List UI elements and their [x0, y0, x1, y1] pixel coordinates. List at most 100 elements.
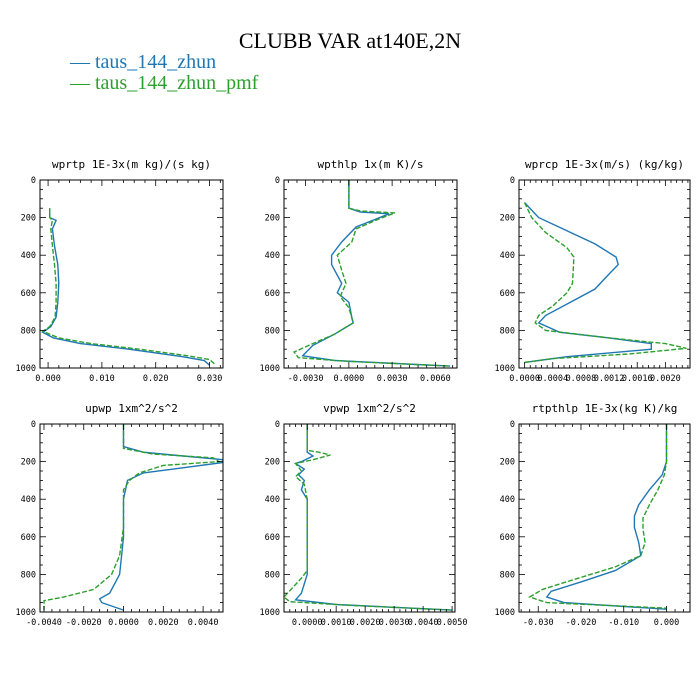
series-line-2: [43, 424, 222, 611]
x-tick-label: -0.030: [523, 618, 554, 628]
x-tick-label: 0.0050: [437, 618, 468, 628]
y-tick-label: 800: [500, 326, 515, 336]
chart-panel-1: wprtp 1E-3x(m kg)/(s kg) 0.000 0.010 0.020 0…: [16, 158, 224, 384]
y-tick-label: 400: [500, 251, 515, 261]
x-tick-label: 0.0030: [377, 374, 408, 384]
y-tick-label: 600: [265, 289, 280, 299]
x-tick-label: 0.000: [35, 374, 61, 384]
y-tick-label: 0: [275, 420, 280, 430]
x-tick-label: 0.0040: [188, 618, 219, 628]
series-line-2: [528, 424, 668, 609]
y-tick-label: 600: [21, 289, 36, 299]
chart-panel-6: rtpthlp 1E-3x(kg K)/kg -0.030 -0.020 -0.010…: [495, 402, 691, 628]
y-tick-label: 200: [265, 214, 280, 224]
y-tick-label: 800: [500, 570, 515, 580]
series-line-2: [523, 202, 687, 364]
chart-panel-5: vpwp 1xm^2/s^20.00000.00100.00200.00300.…: [260, 402, 468, 628]
x-tick-label: 0.0000: [509, 374, 540, 384]
plot-frame: [39, 423, 224, 613]
y-tick-label: 0: [31, 420, 36, 430]
x-tick-label: 0.0020: [148, 618, 179, 628]
panel-title: wpthlp 1x(m K)/s: [318, 158, 424, 171]
series-line-1: [545, 424, 668, 610]
x-tick-label: -0.010: [608, 618, 639, 628]
y-tick-label: 600: [500, 533, 515, 543]
plot-frame: [518, 179, 691, 369]
panel-title: rtpthlp 1E-3x(kg K)/kg: [532, 402, 678, 415]
x-tick-label: 0.0020: [650, 374, 681, 384]
plot-frame: [283, 423, 456, 613]
y-tick-label: 0: [510, 176, 515, 186]
panel-title: upwp 1xm^2/s^2: [85, 402, 178, 415]
panel-title: wprcp 1E-3x(m/s) (kg/kg): [525, 158, 684, 171]
x-tick-label: 0.0040: [408, 618, 439, 628]
y-tick-label: 600: [265, 533, 280, 543]
y-tick-label: 800: [265, 326, 280, 336]
y-tick-label: 200: [21, 214, 36, 224]
y-tick-label: 400: [21, 495, 36, 505]
series-line-1: [524, 202, 652, 364]
y-tick-label: 400: [21, 251, 36, 261]
y-tick-label: 600: [21, 533, 36, 543]
y-tick-label: 0: [31, 176, 36, 186]
x-tick-label: 0.0020: [350, 618, 381, 628]
y-tick-label: 600: [500, 289, 515, 299]
x-tick-label: 0.0030: [379, 618, 410, 628]
y-tick-label: 800: [21, 326, 36, 336]
x-tick-label: -0.0030: [288, 374, 324, 384]
y-tick-label: 200: [265, 458, 280, 468]
y-tick-label: 1000: [16, 608, 36, 618]
y-tick-label: 400: [500, 495, 515, 505]
x-tick-label: 0.0000: [108, 618, 139, 628]
y-tick-label: 1000: [260, 364, 280, 374]
y-tick-label: 400: [265, 251, 280, 261]
x-tick-label: -0.0040: [26, 618, 62, 628]
x-tick-label: 0.0000: [334, 374, 365, 384]
legend-label-1: taus_144_zhun: [95, 51, 217, 73]
y-tick-label: 1000: [495, 364, 515, 374]
x-tick-label: 0.0004: [537, 374, 568, 384]
y-tick-label: 1000: [16, 364, 36, 374]
chart-panel-2: wpthlp 1x(m K)/s -0.0030 0.0000 0.0030 0.006…: [260, 158, 458, 384]
chart-panel-4: upwp 1xm^2/s^2 -0.0040 -0.0020 0.0000 0.0020…: [16, 402, 224, 628]
x-tick-label: 0.030: [197, 374, 223, 384]
y-tick-label: 1000: [495, 608, 515, 618]
y-tick-label: 200: [500, 458, 515, 468]
series-line-2: [284, 424, 453, 611]
series-line-1: [98, 424, 223, 611]
legend-entry-1: — taus_144_zhun: [70, 51, 217, 73]
plot-frame: [283, 179, 458, 369]
y-tick-label: 800: [265, 570, 280, 580]
x-tick-label: 0.020: [143, 374, 169, 384]
x-tick-label: 0.010: [89, 374, 115, 384]
legend-entry-2: — taus_144_zhun_pmf: [70, 72, 259, 94]
series-line-1: [301, 180, 450, 367]
x-tick-label: 0.0012: [594, 374, 625, 384]
y-tick-label: 0: [275, 176, 280, 186]
x-tick-label: 0.0000: [292, 618, 323, 628]
x-tick-label: 0.0060: [420, 374, 451, 384]
series-line-1: [293, 424, 453, 611]
x-tick-label: 0.000: [654, 618, 680, 628]
series-line-1: [41, 208, 210, 366]
y-tick-label: 400: [265, 495, 280, 505]
figure-title: CLUBB VAR at140E,2N: [238, 28, 462, 53]
x-tick-label: 0.0008: [566, 374, 597, 384]
series-line-2: [41, 208, 216, 365]
panel-title: vpwp 1xm^2/s^2: [323, 402, 416, 415]
legend-label-2: taus_144_zhun_pmf: [95, 72, 259, 94]
series-line-2: [293, 180, 450, 367]
y-tick-label: 0: [510, 420, 515, 430]
chart-panel-3: wprcp 1E-3x(m/s) (kg/kg)0.00000.00040.00…: [495, 158, 691, 384]
plot-frame: [518, 423, 691, 613]
y-tick-label: 800: [21, 570, 36, 580]
y-tick-label: 200: [500, 214, 515, 224]
panel-title: wprtp 1E-3x(m kg)/(s kg): [52, 158, 211, 171]
x-tick-label: -0.020: [566, 618, 597, 628]
x-tick-label: -0.0020: [66, 618, 102, 628]
y-tick-label: 200: [21, 458, 36, 468]
x-tick-label: 0.0010: [321, 618, 352, 628]
x-tick-label: 0.0016: [622, 374, 653, 384]
y-tick-label: 1000: [260, 608, 280, 618]
